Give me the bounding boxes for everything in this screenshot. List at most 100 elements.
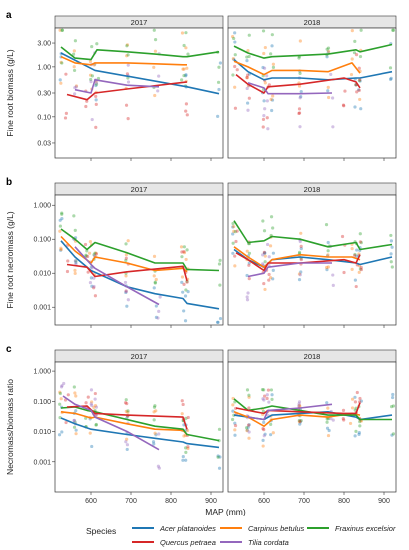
legend: Species Acer platanoides Carpinus betulu… <box>0 516 409 550</box>
data-point <box>184 102 189 106</box>
data-point <box>84 401 88 405</box>
data-point <box>182 245 186 249</box>
data-point <box>90 284 94 288</box>
data-point <box>60 384 64 388</box>
data-point <box>233 423 238 428</box>
data-point <box>299 257 303 262</box>
data-point <box>247 277 251 281</box>
data-point <box>88 59 93 64</box>
data-point <box>262 99 266 103</box>
data-point <box>94 83 98 88</box>
data-point <box>297 107 302 111</box>
data-point <box>353 408 357 412</box>
data-point <box>357 66 361 70</box>
data-point <box>247 96 251 100</box>
series-line <box>60 55 187 66</box>
data-point <box>232 36 236 41</box>
data-point <box>85 249 89 253</box>
data-point <box>269 422 273 426</box>
data-point <box>59 81 63 85</box>
data-point <box>247 395 251 399</box>
data-point <box>216 320 220 324</box>
data-point <box>354 52 359 57</box>
data-point <box>269 215 274 219</box>
data-point <box>185 280 189 284</box>
data-point <box>389 233 393 238</box>
data-point <box>233 53 237 57</box>
data-point <box>90 44 94 49</box>
x-tick-label: 600 <box>258 498 270 505</box>
data-point <box>353 395 357 399</box>
data-point <box>154 433 158 437</box>
data-point <box>324 223 329 227</box>
data-point <box>180 280 184 284</box>
data-point <box>325 55 329 59</box>
data-point <box>59 246 63 250</box>
data-point <box>216 455 220 459</box>
data-point <box>358 78 362 82</box>
data-point <box>216 80 221 84</box>
data-point <box>182 251 187 255</box>
data-point <box>60 61 64 65</box>
data-point <box>233 254 237 258</box>
data-point <box>266 127 270 131</box>
plot-area <box>227 194 397 326</box>
data-point <box>94 94 98 98</box>
data-point <box>94 422 98 427</box>
data-point <box>154 304 158 308</box>
data-point <box>331 96 335 100</box>
data-point <box>246 425 250 429</box>
data-point <box>126 63 130 67</box>
data-point <box>297 84 302 88</box>
facet-label: 2018 <box>304 185 321 194</box>
data-point <box>72 68 77 73</box>
data-point <box>297 402 301 406</box>
series-line <box>233 246 361 269</box>
data-point <box>298 39 302 43</box>
data-point <box>391 28 396 32</box>
data-point <box>331 273 335 277</box>
data-point <box>152 418 156 422</box>
data-point <box>73 39 78 43</box>
data-point <box>95 42 99 46</box>
data-point <box>247 430 251 434</box>
data-point <box>153 281 157 285</box>
data-point <box>66 393 70 397</box>
data-point <box>73 86 77 90</box>
data-point <box>60 211 64 215</box>
series-line <box>247 82 333 95</box>
y-tick-label: 0.30 <box>37 91 51 98</box>
data-point <box>270 44 274 48</box>
data-point <box>261 219 265 223</box>
data-point <box>358 267 362 271</box>
data-point <box>152 28 156 32</box>
data-point <box>359 107 363 111</box>
data-point <box>59 397 63 401</box>
data-point <box>184 74 188 78</box>
data-point <box>358 400 362 404</box>
data-point <box>233 64 237 69</box>
data-point <box>215 320 220 324</box>
data-point <box>90 74 94 78</box>
data-point <box>125 44 129 48</box>
data-point <box>217 466 222 470</box>
data-point <box>65 269 70 274</box>
data-point <box>217 262 222 266</box>
data-point <box>231 409 235 413</box>
data-point <box>84 253 88 257</box>
data-point <box>231 241 235 245</box>
data-point <box>298 273 302 277</box>
data-point <box>153 404 157 408</box>
y-tick-label: 0.001 <box>33 305 51 312</box>
data-point <box>233 229 237 234</box>
data-point <box>297 278 302 282</box>
data-point <box>358 240 363 244</box>
data-point <box>269 433 273 437</box>
data-point <box>327 95 331 100</box>
data-point <box>262 51 266 56</box>
data-point <box>329 417 333 421</box>
legend-label: Quercus petraea <box>160 537 216 547</box>
data-point <box>185 66 189 70</box>
data-point <box>353 278 357 282</box>
data-point <box>233 40 237 44</box>
